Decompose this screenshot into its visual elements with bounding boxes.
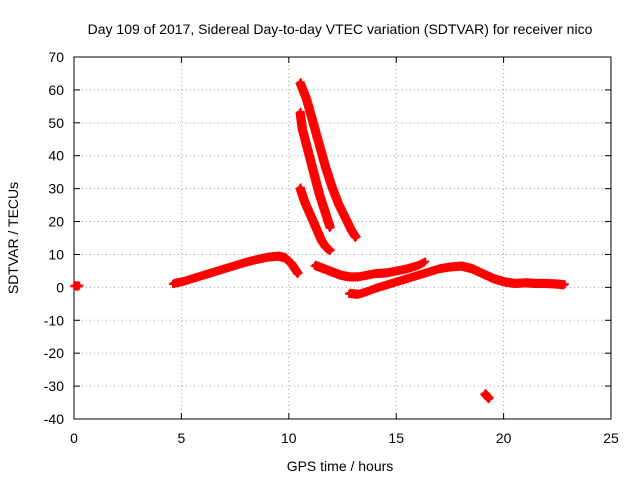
data-point (326, 222, 335, 231)
y-tick-label: 30 (48, 181, 64, 197)
series-sat-f (310, 257, 430, 282)
series-sat-c (295, 78, 361, 242)
data-points (70, 78, 569, 404)
data-point (74, 282, 83, 291)
y-tick-label: -40 (44, 411, 64, 427)
y-axis-label: SDTVAR / TECUs (5, 182, 21, 294)
data-point (325, 224, 334, 233)
axis-ticks (73, 56, 612, 420)
x-tick-label: 25 (603, 430, 619, 446)
data-point (559, 281, 568, 290)
y-tick-label: 20 (48, 214, 64, 230)
series-sat-d (295, 107, 335, 233)
y-tick-label: 70 (48, 49, 64, 65)
data-point (352, 232, 361, 241)
series-sat-b (168, 251, 303, 289)
data-point (326, 245, 335, 254)
data-point (75, 281, 84, 290)
series-sat-a (70, 281, 84, 291)
x-tick-label: 15 (388, 430, 404, 446)
y-tick-label: 10 (48, 246, 64, 262)
y-tick-label: 50 (48, 115, 64, 131)
y-tick-label: -20 (44, 345, 64, 361)
data-point (293, 270, 302, 279)
data-point (560, 280, 569, 289)
x-tick-label: 20 (496, 430, 512, 446)
data-point (485, 394, 494, 403)
series-sat-e (295, 183, 335, 256)
series-sat-h (480, 389, 494, 404)
tick-labels: 0 5 10 15 20 25 -40 -30 -20 -10 0 10 20 30 40 50 60 70 (44, 49, 619, 446)
data-point (294, 269, 303, 277)
data-point (421, 257, 430, 266)
y-tick-label: 60 (48, 82, 64, 98)
y-tick-label: -10 (44, 312, 64, 328)
data-point (325, 247, 334, 256)
chart-title: Day 109 of 2017, Sidereal Day-to-day VTE… (88, 21, 593, 37)
data-point (420, 258, 429, 267)
x-tick-label: 0 (70, 430, 78, 446)
y-tick-label: 0 (56, 279, 64, 295)
y-tick-label: 40 (48, 148, 64, 164)
data-point (484, 395, 493, 404)
plot-frame (73, 56, 612, 420)
y-tick-label: -30 (44, 378, 64, 394)
x-axis-label: GPS time / hours (287, 458, 394, 474)
grid (74, 57, 611, 419)
data-point (351, 234, 360, 242)
x-tick-label: 10 (281, 430, 297, 446)
x-tick-label: 5 (178, 430, 186, 446)
series-sat-g (344, 261, 569, 299)
